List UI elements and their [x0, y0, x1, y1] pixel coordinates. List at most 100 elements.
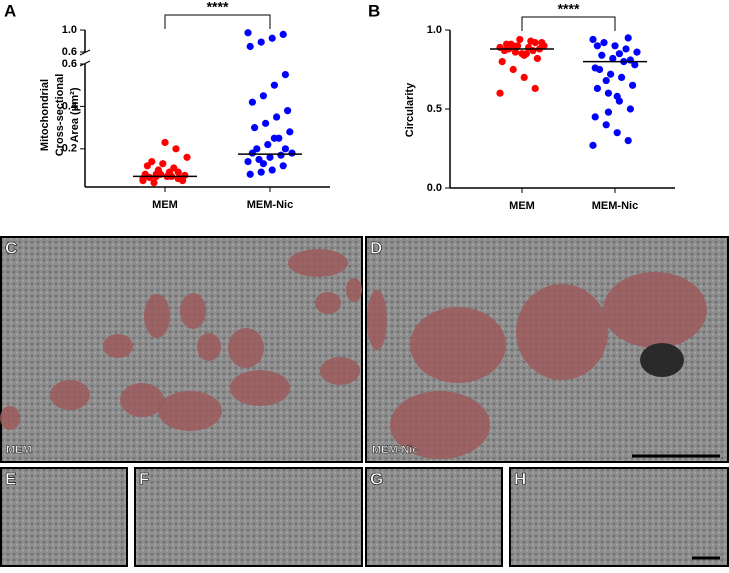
dot: [159, 160, 167, 168]
dot: [613, 129, 621, 137]
y-axis-label: Area (μm²): [69, 87, 81, 142]
y-tick-label: 1.0: [62, 24, 77, 36]
dot: [172, 145, 180, 153]
y-tick-label: 0.2: [62, 143, 77, 155]
dot: [607, 70, 615, 78]
panel-letter: D: [370, 238, 382, 257]
dot: [277, 151, 285, 159]
dark-body: [640, 343, 684, 377]
dot: [246, 170, 254, 178]
dot: [281, 71, 289, 79]
significance: ****: [207, 0, 229, 15]
y-axis-label: Cross-sectional: [54, 74, 66, 157]
y-tick-label: 0.5: [427, 103, 442, 115]
dot: [257, 168, 265, 176]
dot: [509, 42, 517, 50]
dot: [268, 166, 276, 174]
dot: [589, 35, 597, 44]
dot: [183, 153, 191, 161]
image-label: MEM-Nic: [372, 444, 418, 456]
dot: [284, 107, 292, 115]
panel-letter: A: [4, 1, 16, 20]
image-label: MEM: [6, 444, 32, 456]
image-g: [365, 467, 503, 567]
dot: [602, 76, 610, 85]
dot: [251, 124, 259, 132]
dot: [533, 54, 542, 63]
dot: [511, 48, 519, 56]
dot: [270, 134, 278, 142]
image-h: [509, 467, 729, 567]
dot: [611, 42, 619, 50]
dot: [589, 141, 597, 149]
y-tick-label: 0.0: [427, 182, 442, 194]
dot: [496, 43, 504, 51]
dot: [259, 160, 267, 168]
dot: [279, 162, 287, 170]
panel-letter: F: [139, 469, 149, 488]
panel-letter: E: [5, 469, 16, 488]
dot: [259, 92, 267, 100]
dot: [609, 54, 617, 63]
dot: [288, 149, 296, 157]
dot: [622, 45, 630, 53]
dot: [150, 179, 158, 187]
dot: [624, 34, 632, 42]
image-f: [134, 467, 363, 567]
em-images: [0, 236, 729, 567]
significance-bracket: [521, 16, 616, 31]
dot: [520, 73, 528, 81]
dot: [496, 89, 504, 97]
dot: [244, 157, 252, 166]
x-tick-label: MEM-Nic: [247, 199, 293, 211]
dot: [181, 171, 189, 179]
dot: [273, 113, 281, 121]
dot: [631, 61, 639, 69]
panel-letter: B: [368, 1, 380, 20]
x-tick-label: MEM: [509, 200, 535, 212]
dot: [509, 65, 517, 74]
dot: [593, 84, 602, 93]
mito-d: [367, 272, 707, 459]
dot: [613, 92, 621, 100]
dot: [629, 81, 637, 89]
dot: [598, 51, 606, 59]
panel-letter: C: [5, 238, 17, 257]
y-axis-label: Mitochondrial: [39, 79, 51, 151]
y-tick-label: 0.6: [62, 46, 77, 58]
dot: [257, 38, 265, 46]
dot: [624, 137, 632, 145]
significance: ****: [558, 1, 580, 17]
dot: [279, 30, 287, 38]
dot: [266, 153, 274, 161]
dot: [286, 128, 294, 136]
dot: [633, 48, 641, 56]
panel-letter: H: [514, 469, 526, 488]
y-axis-label: Circularity: [404, 82, 416, 137]
dot: [618, 73, 626, 81]
dot: [531, 39, 539, 47]
dot: [174, 168, 182, 176]
dot: [248, 149, 256, 157]
dot: [529, 46, 537, 55]
x-tick-label: MEM-Nic: [592, 200, 638, 212]
dot: [498, 58, 506, 66]
mito-c: [0, 249, 362, 431]
dot: [148, 157, 156, 166]
dot: [268, 34, 276, 42]
significance-bracket: [164, 14, 271, 29]
dot: [615, 50, 624, 58]
dot: [604, 108, 613, 116]
dot: [516, 35, 524, 44]
dot: [626, 105, 635, 113]
panel-letter: G: [370, 469, 383, 488]
dot: [248, 98, 256, 106]
x-tick-label: MEM: [152, 199, 178, 211]
dot: [270, 81, 278, 89]
image-e: [0, 467, 128, 567]
dot: [602, 121, 610, 129]
y-tick-label: 0.4: [62, 100, 78, 112]
y-tick-label: 1.0: [427, 24, 442, 36]
dot: [593, 42, 602, 50]
